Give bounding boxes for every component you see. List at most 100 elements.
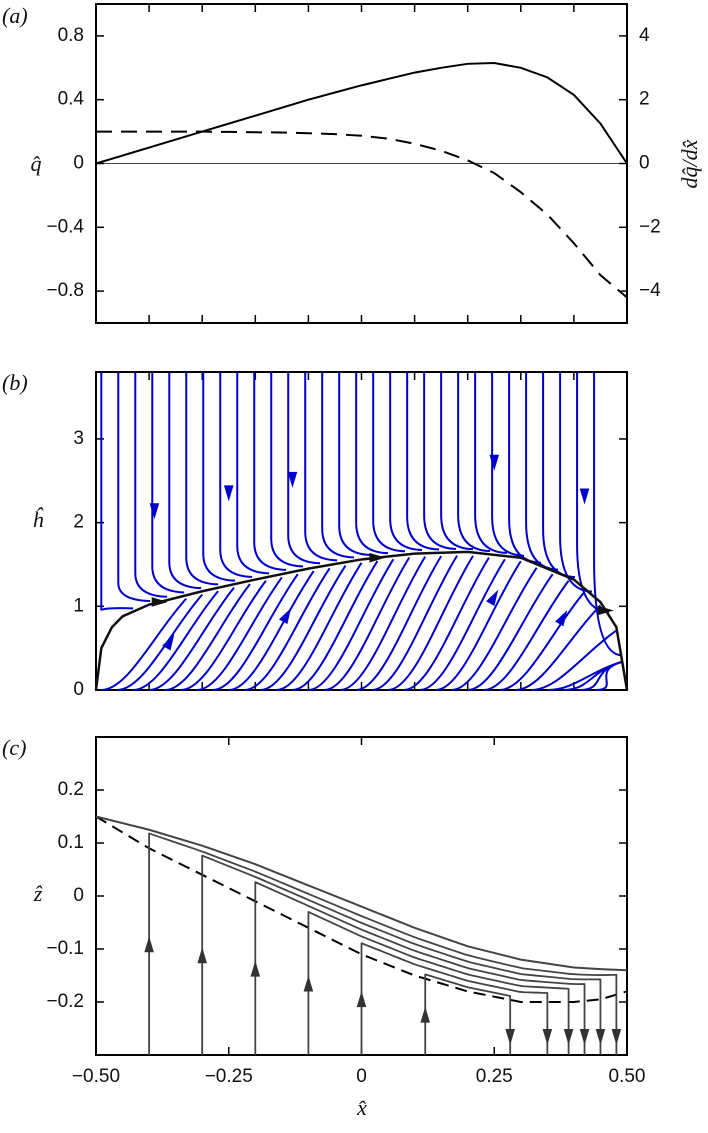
- trajectory: [148, 832, 618, 1055]
- arrow-head: [162, 634, 175, 651]
- y-tick-label: 0.8: [58, 25, 84, 46]
- streamline: [406, 372, 440, 551]
- x-tick-label: 0.50: [609, 1066, 646, 1087]
- streamline: [340, 556, 427, 691]
- y2-tick-label: 2: [639, 89, 650, 110]
- series-line: [95, 815, 628, 1003]
- trajectory: [254, 881, 586, 1055]
- arrow-head: [486, 589, 499, 607]
- streamline: [202, 372, 236, 582]
- arrow-head: [542, 1029, 553, 1045]
- arrow-head: [579, 488, 590, 505]
- streamline: [372, 372, 406, 553]
- streamline: [253, 372, 287, 571]
- streamline: [491, 372, 525, 557]
- streamline: [525, 372, 559, 571]
- streamline: [389, 372, 423, 552]
- y-tick-label: 0: [73, 153, 84, 174]
- arrow-head: [595, 1029, 606, 1045]
- streamline: [117, 372, 151, 603]
- y2-tick-label: 4: [639, 25, 650, 46]
- x-tick-label: −0.25: [205, 1066, 253, 1087]
- arrow-head: [149, 503, 160, 520]
- streamline: [219, 372, 253, 578]
- streamline: [515, 604, 602, 691]
- series-line: [95, 815, 628, 972]
- y-tick-label: −0.2: [46, 991, 84, 1012]
- y2-tick-label: 0: [639, 153, 650, 174]
- streamline: [117, 593, 203, 691]
- streamline: [338, 372, 372, 557]
- streamline: [228, 570, 315, 691]
- y-tick-label: 2: [73, 512, 84, 533]
- arrow-head: [489, 454, 500, 471]
- streamline: [270, 372, 304, 568]
- streamline: [101, 597, 188, 691]
- streamline: [579, 661, 622, 691]
- streamline: [276, 562, 363, 691]
- arrow-head: [144, 936, 154, 953]
- streamline: [149, 586, 235, 691]
- y-tick-label: −0.8: [46, 280, 84, 301]
- series-line: [95, 62, 628, 165]
- plot-frame: [95, 371, 628, 691]
- streamline: [423, 372, 457, 550]
- streamline: [196, 576, 283, 691]
- x-tick-label: −0.50: [72, 1066, 120, 1087]
- y-tick-label: 0.4: [58, 89, 85, 110]
- arrow-head: [611, 1029, 622, 1045]
- streamline: [168, 372, 202, 590]
- streamline: [180, 580, 267, 691]
- streamline: [387, 555, 474, 691]
- streamline: [371, 555, 458, 691]
- streamline: [304, 372, 338, 562]
- y-axis-label: q̂: [31, 151, 42, 176]
- panel-label: (b): [2, 370, 28, 395]
- y-tick-label: 1: [73, 595, 84, 616]
- streamline: [287, 372, 321, 565]
- streamline: [164, 583, 251, 691]
- arrow-head: [579, 1029, 590, 1045]
- y-tick-label: −0.4: [46, 216, 84, 237]
- streamline: [134, 372, 168, 598]
- arrow-head: [223, 485, 234, 502]
- streamline: [595, 661, 622, 691]
- streamline: [308, 558, 395, 691]
- series-line: [96, 130, 628, 299]
- arrow-head: [197, 947, 207, 964]
- arrow-head: [563, 1029, 574, 1045]
- trajectory: [424, 973, 512, 1055]
- streamline: [542, 372, 576, 579]
- streamline: [457, 372, 491, 553]
- x-tick-label: 0: [356, 1066, 367, 1087]
- arrow-head: [597, 605, 614, 616]
- streamline: [403, 557, 490, 691]
- x-tick-label: 0.25: [476, 1066, 513, 1087]
- y2-tick-label: −4: [639, 280, 661, 301]
- streamline: [355, 372, 389, 555]
- arrow-head: [279, 607, 292, 625]
- series-line: [94, 550, 629, 691]
- streamline: [100, 372, 134, 612]
- streamline: [483, 580, 570, 691]
- streamline: [419, 558, 506, 691]
- streamline: [451, 567, 538, 691]
- streamline: [593, 372, 622, 657]
- streamline: [212, 573, 299, 691]
- streamline: [559, 372, 593, 593]
- streamline: [435, 560, 522, 691]
- y-axis-label: ẑ: [33, 881, 43, 906]
- streamline: [324, 556, 411, 691]
- streamline: [356, 555, 443, 691]
- arrow-head: [303, 975, 314, 992]
- streamline: [236, 372, 270, 575]
- streamline: [260, 565, 347, 691]
- streamline: [244, 567, 331, 691]
- trajectory: [360, 942, 549, 1055]
- y-tick-label: 0: [73, 679, 84, 700]
- arrow-head: [356, 991, 367, 1008]
- arrow-head: [420, 1006, 431, 1023]
- y-tick-label: −0.1: [46, 938, 84, 959]
- arrow-head: [369, 552, 386, 563]
